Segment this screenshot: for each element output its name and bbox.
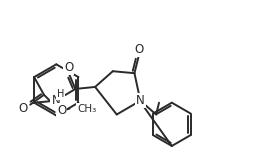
Text: CH₃: CH₃ xyxy=(77,104,97,114)
Text: O: O xyxy=(57,104,66,117)
Text: N: N xyxy=(136,94,145,107)
Text: O: O xyxy=(19,102,28,115)
Text: O: O xyxy=(135,43,144,56)
Text: N: N xyxy=(51,94,60,107)
Text: H: H xyxy=(57,89,64,99)
Text: O: O xyxy=(64,61,73,74)
